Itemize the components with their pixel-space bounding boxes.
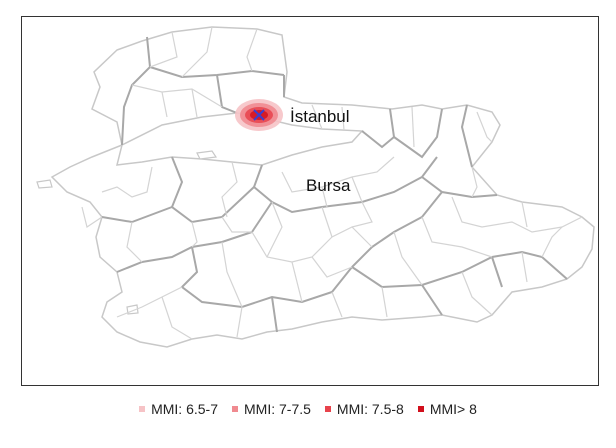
legend-item-mmi-8-plus: MMI> 8: [417, 401, 477, 417]
legend-label: MMI: 7.5-8: [336, 401, 404, 417]
legend-label: MMI: 7-7.5: [244, 401, 311, 417]
city-label-bursa: Bursa: [306, 176, 351, 195]
legend-item-mmi-7-7-5: MMI: 7-7.5: [232, 401, 311, 417]
legend-item-mmi-6-5-7: MMI: 6.5-7: [139, 401, 218, 417]
legend-swatch: [417, 406, 424, 412]
map-panel: İstanbul Bursa: [21, 16, 599, 386]
legend-item-mmi-7-5-8: MMI: 7.5-8: [324, 401, 404, 417]
legend-swatch: [139, 406, 146, 412]
legend-label: MMI> 8: [429, 401, 477, 417]
map-legend: MMI: 6.5-7 MMI: 7-7.5 MMI: 7.5-8 MMI> 8: [0, 401, 616, 417]
legend-swatch: [232, 406, 238, 412]
region-map: [36, 26, 595, 348]
x-cross-icon: [253, 109, 265, 121]
district-borders: [81, 26, 583, 340]
legend-label: MMI: 6.5-7: [151, 401, 218, 417]
legend-swatch: [324, 406, 331, 412]
island: [196, 150, 218, 160]
island: [36, 179, 53, 189]
city-label-istanbul: İstanbul: [290, 107, 350, 126]
sea-of-marmara: [116, 112, 364, 166]
